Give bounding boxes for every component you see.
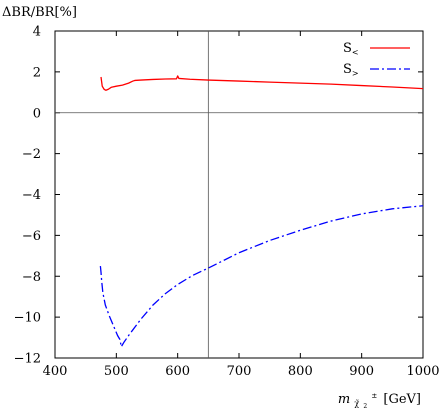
y-tick-label: −8 bbox=[22, 270, 41, 285]
x-axis-subscript: χ̃ bbox=[354, 399, 359, 408]
y-tick-label: −10 bbox=[14, 311, 41, 326]
plot-frame-group bbox=[54, 30, 424, 359]
ticks bbox=[54, 30, 424, 359]
tick-labels: 400 500 600 700 800 900 1000 −12 −10 −8 −6 −4 −2 0 2 4 bbox=[14, 25, 440, 380]
legend: S<S> bbox=[343, 41, 410, 78]
x-axis-symbol: m bbox=[338, 392, 350, 407]
x-axis-label: m χ̃ 2 ± [GeV] bbox=[338, 387, 421, 409]
x-axis-superscript: ± bbox=[371, 392, 377, 400]
y-tick-label: −12 bbox=[14, 352, 41, 367]
y-tick-label: 0 bbox=[33, 106, 41, 121]
x-axis-subsubscript: 2 bbox=[363, 403, 367, 409]
x-tick-label: 500 bbox=[104, 364, 129, 379]
x-tick-label: 700 bbox=[227, 364, 252, 379]
x-tick-label: 900 bbox=[349, 364, 374, 379]
x-tick-label: 1000 bbox=[406, 364, 439, 379]
plot-frame bbox=[54, 30, 424, 359]
series-lines bbox=[99, 75, 424, 348]
legend-label-sub: > bbox=[352, 69, 359, 78]
y-tick-label: −2 bbox=[22, 147, 41, 162]
x-axis-unit: [GeV] bbox=[383, 392, 421, 407]
series-line-s-less bbox=[100, 75, 424, 91]
y-tick-label: 2 bbox=[33, 65, 41, 80]
legend-label-1: S> bbox=[343, 62, 359, 78]
legend-label-sub: < bbox=[352, 48, 359, 57]
y-tick-label: 4 bbox=[33, 25, 41, 40]
y-tick-label: −6 bbox=[22, 229, 41, 244]
y-tick-label: −4 bbox=[22, 188, 41, 203]
x-tick-label: 400 bbox=[43, 364, 68, 379]
legend-label-main: S bbox=[343, 62, 352, 77]
reference-lines bbox=[55, 31, 423, 358]
x-tick-label: 800 bbox=[288, 364, 313, 379]
legend-label-0: S< bbox=[343, 41, 359, 57]
legend-label-main: S bbox=[343, 41, 352, 56]
y-axis-label: ΔBR/BR[%] bbox=[2, 5, 77, 20]
x-tick-label: 600 bbox=[165, 364, 190, 379]
series-line-s-greater bbox=[99, 205, 424, 348]
